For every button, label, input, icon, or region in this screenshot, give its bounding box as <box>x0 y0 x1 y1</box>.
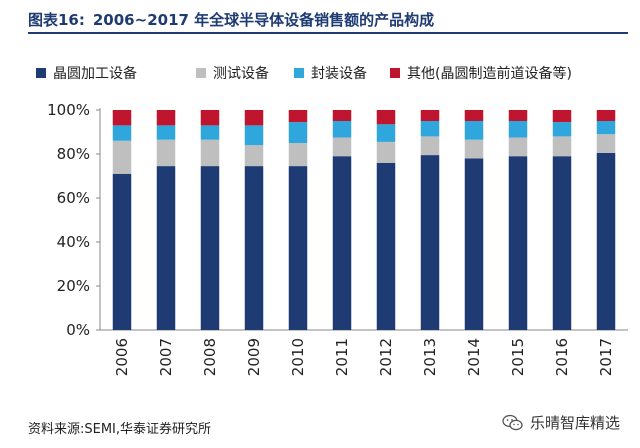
bar-segment <box>244 166 264 330</box>
bar-segment <box>596 121 616 135</box>
y-tick-label: 60% <box>57 189 90 207</box>
x-tick-label: 2014 <box>465 338 483 376</box>
bar-segment <box>288 166 308 330</box>
legend-label: 测试设备 <box>213 65 269 82</box>
bar-segment <box>508 110 528 121</box>
x-tick-label: 2010 <box>289 338 307 376</box>
bar-segment <box>376 141 396 163</box>
legend-label: 封装设备 <box>311 65 367 82</box>
bar-segment <box>156 166 176 330</box>
bar-segment <box>420 155 440 330</box>
bar-segment <box>200 166 220 330</box>
bar-segment <box>156 125 176 140</box>
bar-segment <box>288 143 308 167</box>
bar-segment <box>552 156 572 330</box>
x-tick-label: 2011 <box>333 338 351 376</box>
bar-segment <box>420 110 440 121</box>
bar-segment <box>596 110 616 121</box>
bar-segment <box>332 121 352 138</box>
bar-segment <box>332 137 352 157</box>
bar-segment <box>376 124 396 142</box>
bar-segment <box>156 139 176 167</box>
bar-segment <box>288 122 308 143</box>
bar-segment <box>464 121 484 140</box>
bar-segment <box>508 156 528 330</box>
x-tick-label: 2009 <box>245 338 263 376</box>
y-tick-label: 100% <box>47 101 90 119</box>
y-tick-label: 40% <box>57 233 90 251</box>
y-tick-label: 20% <box>57 277 90 295</box>
bar-segment <box>376 162 396 330</box>
bar-segment <box>112 173 132 330</box>
figure-title-bar: 图表16: 2006~2017 年全球半导体设备销售额的产品构成 <box>28 6 628 34</box>
x-tick-label: 2017 <box>597 338 615 376</box>
bar-segment <box>596 152 616 330</box>
x-tick-label: 2016 <box>553 338 571 376</box>
x-tick-label: 2013 <box>421 338 439 376</box>
watermark-text: 乐晴智库精选 <box>529 414 620 432</box>
bar-segment <box>464 158 484 330</box>
bar-segment <box>420 136 440 156</box>
legend-swatch <box>196 68 206 78</box>
bar-segment <box>244 145 264 167</box>
bar-segment <box>332 156 352 330</box>
bar-segment <box>244 110 264 126</box>
bar-segment <box>376 110 396 125</box>
legend-swatch <box>390 68 400 78</box>
figure-label: 图表16: <box>28 10 85 29</box>
bar-segment <box>464 139 484 159</box>
wechat-icon <box>502 414 524 432</box>
bar-segment <box>552 136 572 157</box>
x-tick-label: 2007 <box>157 338 175 376</box>
bar-segment <box>112 140 132 174</box>
bar-segment <box>200 125 220 140</box>
x-tick-label: 2006 <box>113 338 131 376</box>
legend-swatch <box>294 68 304 78</box>
bar-segment <box>508 121 528 138</box>
bar-segment <box>464 110 484 121</box>
bar-segment <box>156 110 176 126</box>
source-note: 资料来源:SEMI,华泰证券研究所 <box>28 422 212 437</box>
x-tick-label: 2008 <box>201 338 219 376</box>
watermark: 乐晴智库精选 <box>495 410 626 435</box>
x-tick-label: 2015 <box>509 338 527 376</box>
x-tick-label: 2012 <box>377 338 395 376</box>
bar-segment <box>332 110 352 121</box>
bar-segment <box>200 110 220 126</box>
bar-segment <box>244 125 264 146</box>
bar-segment <box>420 121 440 137</box>
legend-swatch <box>36 68 46 78</box>
legend-label: 晶圆加工设备 <box>53 65 137 82</box>
figure-title: 2006~2017 年全球半导体设备销售额的产品构成 <box>92 10 435 29</box>
bar-segment <box>112 110 132 126</box>
legend-label: 其他(晶圆制造前道设备等) <box>407 65 572 82</box>
bar-segment <box>288 110 308 123</box>
bar-segment <box>552 122 572 137</box>
y-tick-label: 80% <box>57 145 90 163</box>
bar-segment <box>596 134 616 153</box>
bar-segment <box>508 137 528 157</box>
bar-segment <box>200 139 220 167</box>
y-tick-label: 0% <box>66 321 90 339</box>
bar-segment <box>112 125 132 141</box>
bar-segment <box>552 110 572 123</box>
